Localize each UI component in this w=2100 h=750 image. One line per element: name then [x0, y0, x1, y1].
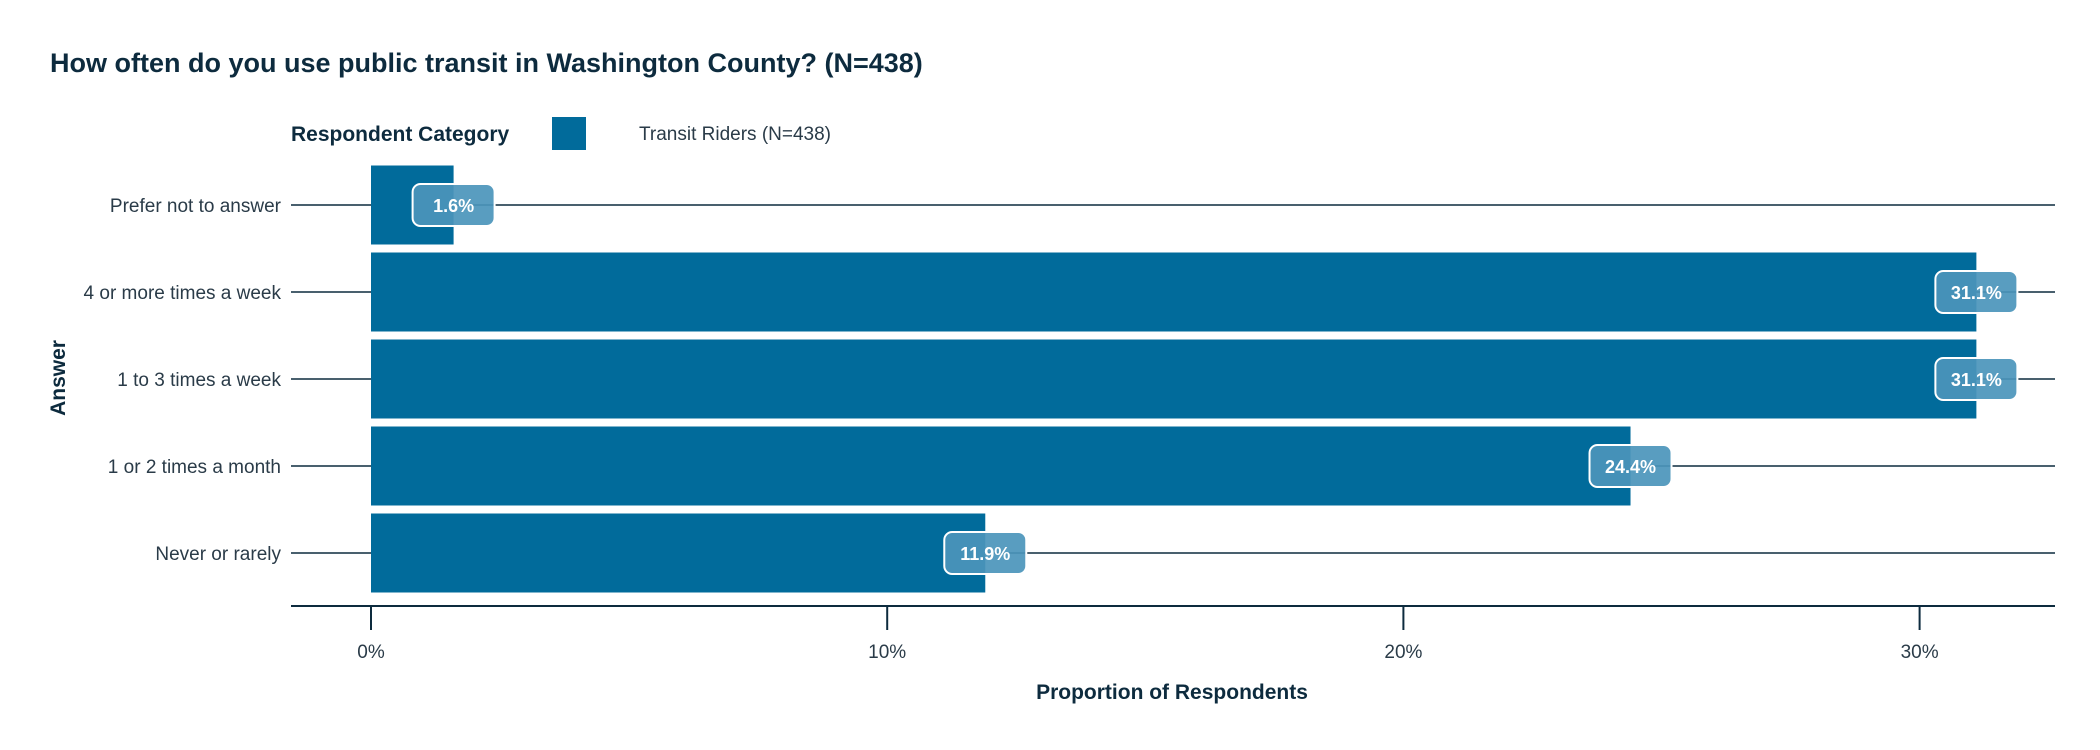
bar: [371, 339, 1977, 419]
value-axis: 0% 10% 20% 30%: [291, 605, 2055, 663]
legend-title: Respondent Category: [291, 123, 510, 146]
legend-series-label: Transit Riders (N=438): [639, 124, 831, 145]
y-axis-title: Answer: [47, 340, 70, 416]
category-axis: Prefer not to answer 4 or more times a we…: [84, 196, 282, 565]
bar: [371, 426, 1631, 506]
chart-title: How often do you use public transit in W…: [50, 48, 923, 78]
data-label-box: [1588, 444, 1673, 488]
x-axis-title: Proportion of Respondents: [1036, 681, 1308, 704]
category-label: 1 or 2 times a month: [108, 457, 281, 478]
data-label: 11.9%: [960, 544, 1010, 564]
category-label: 1 to 3 times a week: [117, 370, 281, 391]
x-tick-label: 30%: [1901, 642, 1939, 663]
bar: [371, 513, 986, 593]
bar: [371, 252, 1977, 332]
data-labels: 1.6% 31.1% 31.1% 24.4% 11.9%: [411, 183, 2019, 575]
data-label: 31.1%: [1951, 283, 2002, 303]
x-tick-label: 20%: [1384, 642, 1422, 663]
data-label-box: [1934, 270, 2019, 314]
data-label-box: [943, 531, 1028, 575]
x-tick-label: 10%: [868, 642, 906, 663]
data-label-box: [1934, 357, 2019, 401]
category-label: Prefer not to answer: [110, 196, 282, 217]
data-label: 31.1%: [1951, 370, 2002, 390]
bars: [371, 165, 1977, 593]
category-label: Never or rarely: [155, 544, 281, 565]
data-label-box: [411, 183, 496, 227]
data-label: 24.4%: [1605, 457, 1656, 477]
data-label: 1.6%: [433, 196, 474, 216]
x-tick-label: 0%: [357, 642, 385, 663]
category-label: 4 or more times a week: [84, 283, 282, 304]
legend-swatch: [552, 117, 586, 150]
